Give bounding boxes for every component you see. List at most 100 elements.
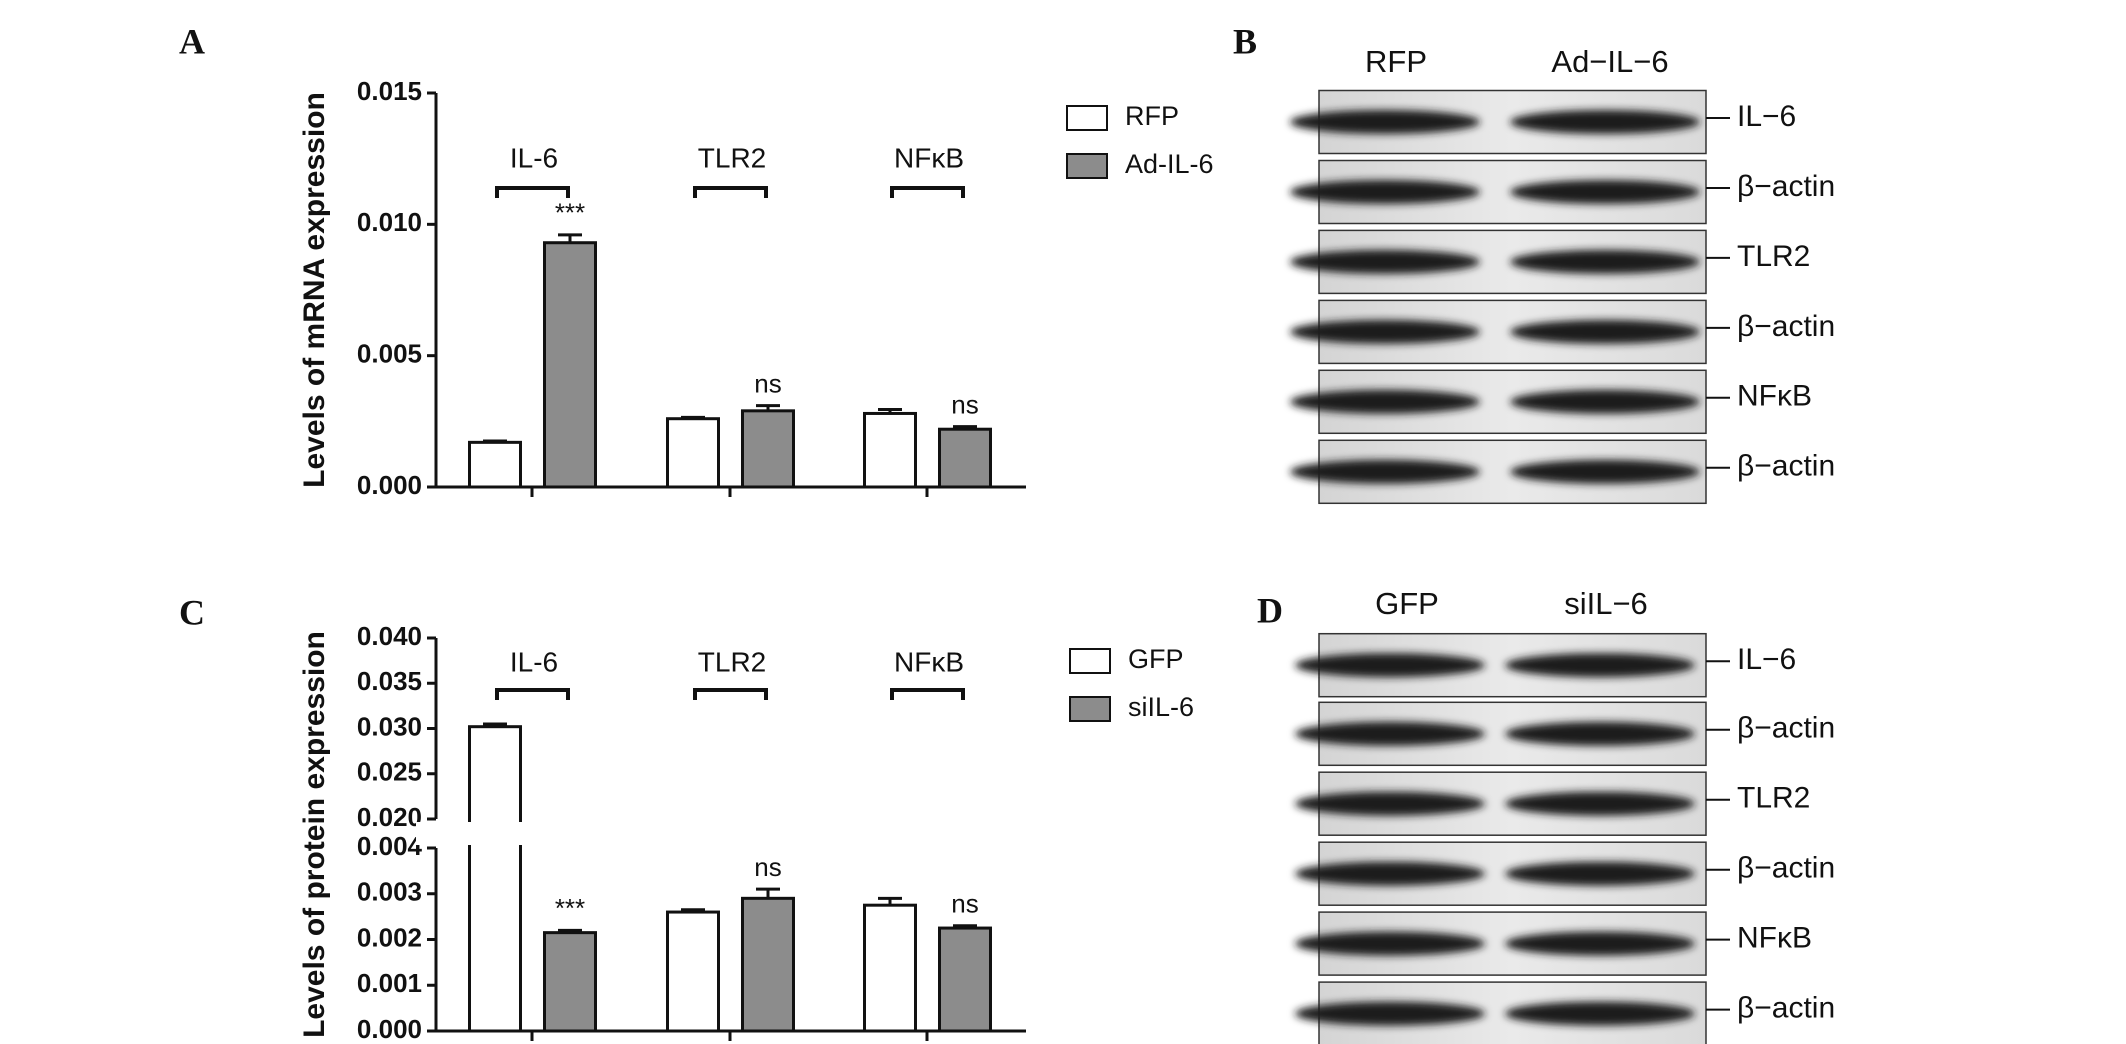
band-label: NFκB — [1737, 922, 1812, 955]
bar — [666, 910, 720, 1033]
band-label: β−actin — [1737, 170, 1835, 203]
y-tick-label: 0.000 — [357, 1014, 422, 1044]
y-tick-label: 0.010 — [357, 207, 422, 237]
y-tick-label: 0.015 — [357, 76, 422, 106]
bar — [468, 440, 522, 489]
y-tick-label: 0.004 — [357, 831, 423, 861]
band — [1510, 459, 1700, 484]
band — [1295, 861, 1485, 886]
band — [1290, 459, 1480, 484]
group-label: TLR2 — [698, 646, 766, 677]
band — [1505, 653, 1695, 678]
band — [1510, 389, 1700, 414]
bracket — [495, 688, 570, 700]
error-bar — [756, 404, 780, 411]
significance: ns — [754, 852, 781, 882]
y-tick-label: 0.040 — [357, 621, 422, 651]
band — [1290, 180, 1480, 204]
y-tick-label: 0.003 — [357, 877, 422, 907]
axis-break-gap — [416, 822, 1026, 845]
error-bar — [878, 896, 902, 906]
band — [1295, 1001, 1485, 1026]
legend-label: GFP — [1128, 644, 1184, 674]
error-bar — [483, 439, 507, 443]
y-tick-label: 0.020 — [357, 802, 422, 832]
y-tick-label: 0.001 — [357, 968, 422, 998]
panel-letter: D — [1257, 590, 1283, 630]
lane-label: Ad−IL−6 — [1551, 44, 1668, 79]
band-label: β−actin — [1737, 712, 1835, 745]
legend-swatch — [1066, 153, 1108, 179]
legend-label: RFP — [1125, 101, 1179, 131]
legend-swatch — [1069, 696, 1111, 722]
lane-label: GFP — [1375, 586, 1439, 621]
band — [1505, 791, 1695, 816]
bracket — [693, 688, 768, 700]
significance: ns — [951, 889, 978, 919]
y-tick-label: 0.025 — [357, 757, 422, 787]
bar — [741, 896, 795, 1033]
y-tick-label: 0.035 — [357, 666, 422, 696]
y-tick-label: 0.005 — [357, 339, 422, 369]
group-label: IL-6 — [510, 142, 558, 173]
bracket — [890, 186, 965, 198]
band-label: β−actin — [1737, 852, 1835, 885]
error-bar — [953, 924, 977, 929]
error-bar — [558, 928, 582, 933]
significance: ns — [754, 368, 781, 398]
error-bar — [681, 908, 705, 913]
band-label: IL−6 — [1737, 100, 1796, 133]
band-label: NFκB — [1737, 380, 1812, 413]
panel-letter: B — [1233, 21, 1257, 61]
significance: *** — [555, 893, 585, 923]
bar — [741, 409, 795, 489]
y-axis-label: Levels of mRNA expression — [298, 92, 331, 488]
y-tick-label: 0.000 — [357, 470, 422, 500]
bracket — [890, 688, 965, 700]
band — [1505, 721, 1695, 746]
error-bar — [756, 887, 780, 899]
significance: *** — [555, 198, 585, 228]
band-label: IL−6 — [1737, 643, 1796, 676]
bar — [543, 931, 597, 1033]
band-label: β−actin — [1737, 310, 1835, 343]
band — [1510, 249, 1700, 274]
group-label: NFκB — [894, 142, 964, 173]
band-label: TLR2 — [1737, 240, 1810, 273]
panel-letter: C — [179, 592, 205, 632]
band — [1295, 653, 1485, 678]
lane-label: siIL−6 — [1564, 586, 1648, 621]
panel-letter: A — [179, 21, 205, 61]
error-bar — [483, 722, 507, 727]
band — [1505, 931, 1695, 956]
error-bar — [878, 408, 902, 414]
bar — [666, 417, 720, 489]
group-label: IL-6 — [510, 646, 558, 677]
band — [1290, 389, 1480, 414]
band — [1505, 1001, 1695, 1026]
band — [1290, 249, 1480, 274]
legend-swatch — [1066, 105, 1108, 131]
lane-label: RFP — [1365, 44, 1427, 79]
band-label: β−actin — [1737, 450, 1835, 483]
band-label: β−actin — [1737, 992, 1835, 1025]
band — [1295, 721, 1485, 746]
bracket — [693, 186, 768, 198]
band — [1290, 319, 1480, 344]
y-axis-label: Levels of protein expression — [298, 631, 331, 1038]
bar — [938, 926, 992, 1033]
band — [1510, 110, 1700, 134]
y-tick-label: 0.002 — [357, 922, 422, 952]
error-bar — [558, 233, 582, 243]
bar — [468, 725, 522, 1033]
error-bar — [681, 415, 705, 419]
bar — [938, 427, 992, 489]
band — [1295, 791, 1485, 816]
legend-swatch — [1069, 648, 1111, 674]
error-bar — [953, 425, 977, 430]
band — [1290, 110, 1480, 134]
band — [1510, 180, 1700, 204]
group-label: NFκB — [894, 646, 964, 677]
band — [1505, 861, 1695, 886]
